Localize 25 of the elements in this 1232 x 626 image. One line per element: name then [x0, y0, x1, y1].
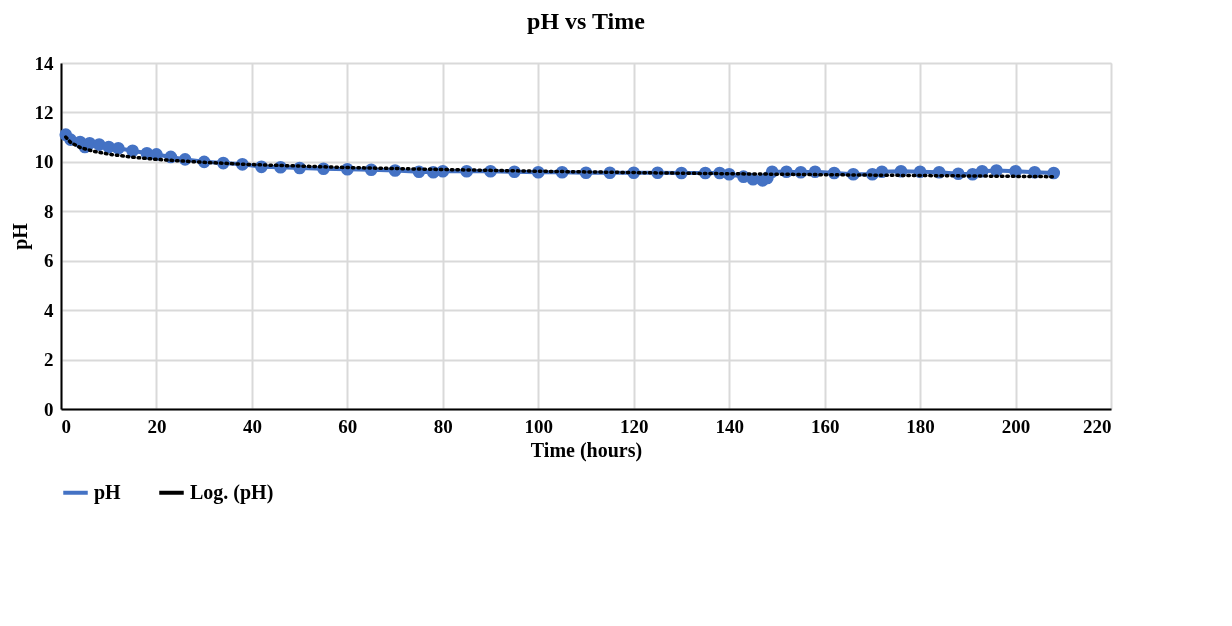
y-tick-label: 6 — [44, 250, 54, 272]
x-axis-title: Time (hours) — [530, 438, 643, 462]
y-tick-label: 12 — [34, 101, 54, 123]
y-tick-label: 0 — [44, 398, 54, 420]
x-tick-label: 180 — [906, 415, 935, 437]
y-tick-label: 8 — [44, 200, 54, 222]
y-tick-label: 10 — [34, 151, 54, 173]
x-tick-label: 20 — [147, 415, 167, 437]
x-tick-label: 40 — [242, 415, 262, 437]
x-tick-label: 120 — [619, 415, 649, 437]
x-tick-label: 220 — [1083, 415, 1112, 437]
x-tick-label: 60 — [338, 415, 358, 437]
x-tick-label: 200 — [1001, 415, 1031, 437]
chart-title: pH vs Time — [527, 8, 646, 34]
y-axis-title: pH — [8, 222, 32, 250]
x-tick-label: 80 — [433, 415, 453, 437]
legend-label: Log. (pH) — [190, 480, 274, 504]
x-tick-label: 160 — [810, 415, 840, 437]
legend-label: pH — [94, 480, 122, 504]
y-tick-label: 14 — [34, 52, 54, 74]
y-tick-label: 2 — [44, 349, 54, 371]
y-tick-label: 4 — [44, 299, 54, 321]
x-tick-label: 0 — [61, 415, 71, 437]
x-tick-label: 100 — [524, 415, 554, 437]
x-tick-label: 140 — [715, 415, 744, 437]
